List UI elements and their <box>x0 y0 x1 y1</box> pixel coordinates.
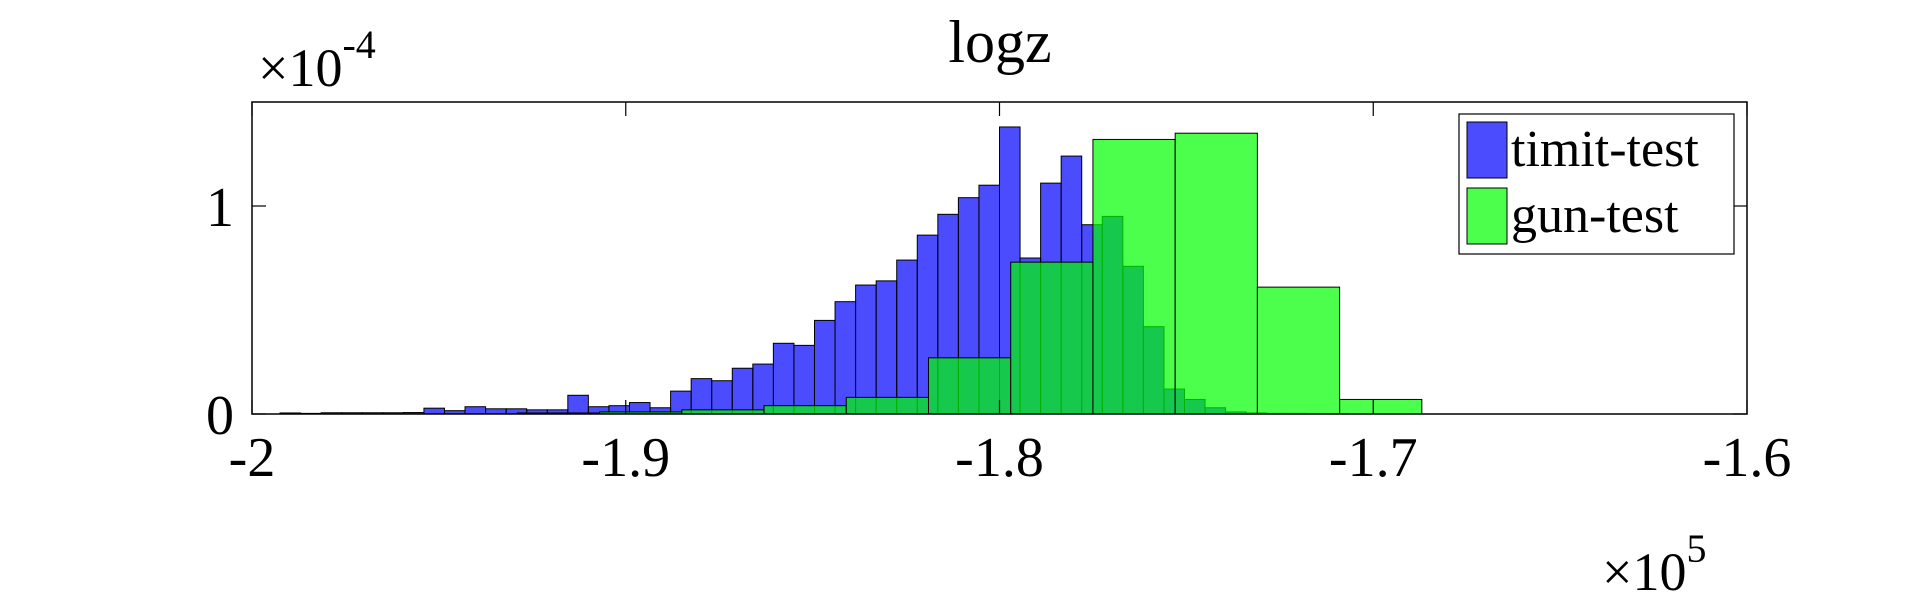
timit-test-bar <box>464 406 487 415</box>
y-multiplier: ×10-4 <box>258 22 376 98</box>
timit-test-bar <box>855 284 877 415</box>
timit-test-bar <box>793 344 815 415</box>
timit-test-legend-swatch <box>1466 121 1508 179</box>
gun-test-legend-swatch <box>1466 187 1508 245</box>
timit-test-bar <box>711 380 733 415</box>
gun-test-bar <box>1256 286 1341 415</box>
timit-test-bar <box>567 394 589 415</box>
gun-test-bar <box>927 357 1012 415</box>
x-tick-label: -1.8 <box>955 427 1044 489</box>
bars-layer <box>279 126 1423 415</box>
timit-test-bar <box>485 408 507 415</box>
axis-ticks-layer: -2 -1.9 -1.8 -1.7 -1.6 0 1 <box>206 102 1791 489</box>
gun-test-bar <box>1339 398 1423 415</box>
x-tick-label: -1.9 <box>581 427 670 489</box>
timit-test-legend-label: timit-test <box>1511 121 1699 178</box>
gun-test-bar <box>1092 138 1176 415</box>
legend: timit-test gun-test <box>1458 113 1735 255</box>
y-tick-label: 0 <box>206 385 234 447</box>
y-multiplier-exponent: -4 <box>342 22 375 67</box>
x-tick-label: -1.6 <box>1703 427 1792 489</box>
gun-test-bar <box>763 405 847 415</box>
timit-test-bar <box>875 280 898 415</box>
timit-test-bar <box>813 319 836 415</box>
timit-test-bar <box>690 378 713 415</box>
y-tick-label: 1 <box>206 177 234 239</box>
chart-title: logz <box>948 9 1051 75</box>
x-multiplier-base: ×10 <box>1602 542 1686 602</box>
gun-test-legend-label: gun-test <box>1511 187 1679 244</box>
timit-test-bar <box>896 259 918 415</box>
x-multiplier-exponent: 5 <box>1686 526 1706 571</box>
x-tick-label: -2 <box>229 427 276 489</box>
timit-test-bar <box>772 342 795 415</box>
x-multiplier: ×105 <box>1602 526 1706 602</box>
y-multiplier-base: ×10 <box>258 38 342 98</box>
gun-test-bar <box>1174 132 1258 415</box>
gun-test-bar <box>845 396 929 415</box>
timit-test-bar <box>731 367 754 415</box>
timit-test-bar <box>423 407 445 415</box>
x-tick-label: -1.7 <box>1329 427 1418 489</box>
gun-test-bar <box>1010 261 1094 415</box>
